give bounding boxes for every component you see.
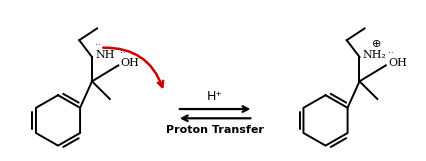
Text: Proton Transfer: Proton Transfer [166, 125, 264, 135]
Text: OH: OH [388, 58, 407, 68]
Text: ··: ·· [121, 49, 126, 58]
Text: H⁺: H⁺ [207, 90, 223, 103]
Text: NH₂: NH₂ [363, 50, 387, 60]
Text: NH: NH [95, 50, 115, 60]
Text: OH: OH [121, 58, 139, 68]
Text: ⊕: ⊕ [372, 39, 381, 49]
Text: ··: ·· [388, 49, 394, 58]
Text: ··: ·· [95, 41, 101, 50]
